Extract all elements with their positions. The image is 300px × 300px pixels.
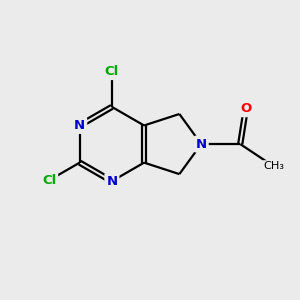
Text: N: N bbox=[196, 138, 207, 151]
Text: Cl: Cl bbox=[42, 174, 56, 187]
Text: N: N bbox=[106, 175, 117, 188]
Text: N: N bbox=[74, 119, 85, 132]
Text: CH₃: CH₃ bbox=[263, 161, 284, 171]
Text: O: O bbox=[240, 102, 251, 115]
Text: Cl: Cl bbox=[105, 65, 119, 78]
